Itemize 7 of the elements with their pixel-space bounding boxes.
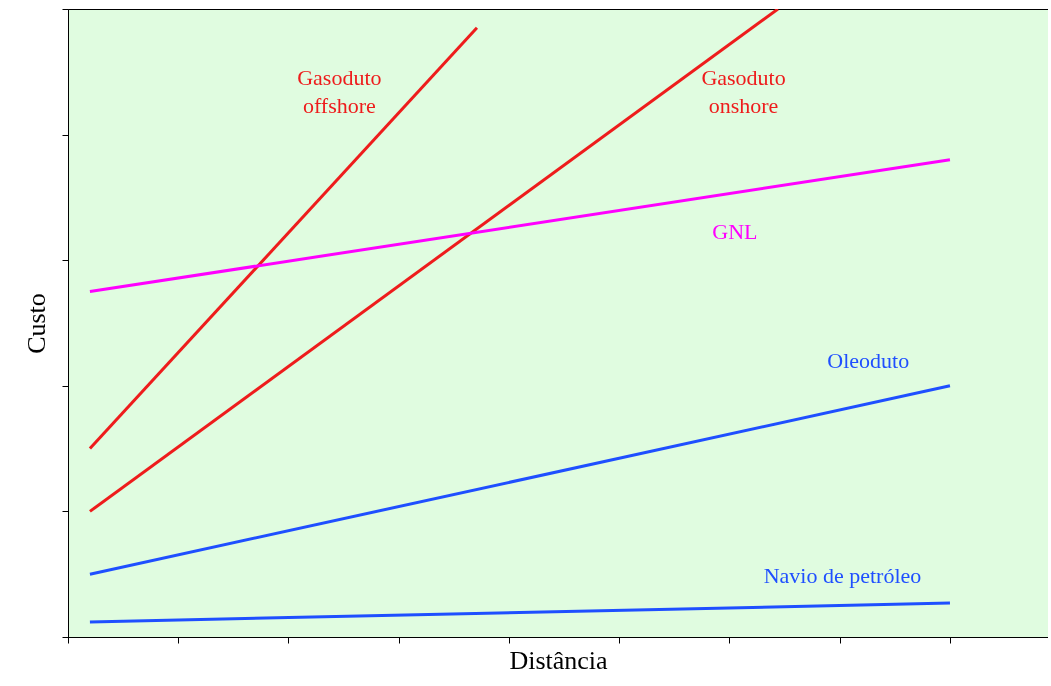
- series-label: Oleoduto: [827, 347, 910, 373]
- series-label: Gasoduto onshore: [701, 65, 786, 119]
- series-label: GNL: [712, 218, 758, 244]
- series-label: Navio de petróleo: [763, 563, 922, 589]
- series-label: Gasoduto offshore: [297, 65, 382, 119]
- x-axis-title: Distância: [509, 646, 609, 675]
- y-axis-title: Custo: [22, 293, 51, 354]
